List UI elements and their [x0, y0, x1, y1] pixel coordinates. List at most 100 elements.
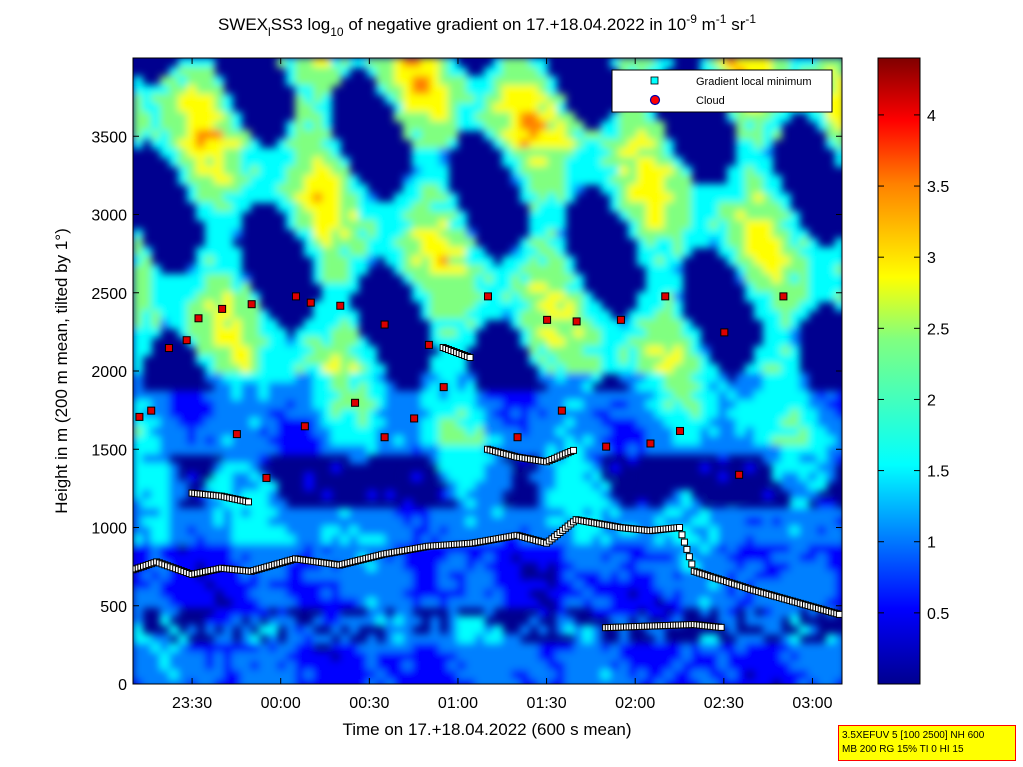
heat-cell [241, 193, 251, 203]
heat-cell [673, 211, 683, 221]
heat-cell [673, 670, 683, 680]
heat-cell [322, 76, 332, 86]
heat-cell [286, 373, 296, 383]
heat-cell [322, 346, 332, 356]
heat-cell [583, 166, 593, 176]
heat-cell [682, 337, 692, 347]
cloud-markers [135, 292, 788, 482]
heat-cell [439, 67, 449, 77]
heat-cell [376, 445, 386, 455]
cloud-marker [135, 412, 144, 421]
heat-cell [196, 445, 206, 455]
heat-cell [637, 391, 647, 401]
heat-cell [601, 310, 611, 320]
heat-cell [565, 292, 575, 302]
heat-cell [772, 247, 782, 257]
heat-cell [835, 238, 842, 248]
heat-cell [493, 130, 503, 140]
heat-cell [205, 274, 215, 284]
heat-cell [646, 274, 656, 284]
heat-cell [529, 139, 539, 149]
heat-cell [268, 409, 278, 419]
heat-cell [385, 670, 395, 680]
heat-cell [223, 472, 233, 482]
heat-cell [700, 643, 710, 653]
heat-cell [304, 580, 314, 590]
heat-cell [214, 481, 224, 491]
heat-cell [142, 103, 152, 113]
y-tick-label: 3500 [91, 129, 127, 146]
heat-cell [151, 328, 161, 338]
heat-cell [178, 112, 188, 122]
heat-cell [421, 292, 431, 302]
heat-cell [538, 337, 548, 347]
heat-cell [817, 589, 827, 599]
heat-cell [214, 112, 224, 122]
heat-cell [700, 202, 710, 212]
heat-cell [610, 148, 620, 158]
heat-cell [583, 562, 593, 572]
heat-cell [691, 580, 701, 590]
heat-cell [727, 589, 737, 599]
heat-cell [394, 634, 404, 644]
heat-cell [610, 562, 620, 572]
heat-cell [646, 508, 656, 518]
heat-cell [241, 598, 251, 608]
heat-cell [673, 202, 683, 212]
heat-cell [520, 283, 530, 293]
heat-cell [745, 283, 755, 293]
heat-cell [826, 472, 836, 482]
heat-cell [448, 256, 458, 266]
heat-cell [646, 229, 656, 239]
heat-cell [817, 535, 827, 545]
heat-cell [538, 319, 548, 329]
heat-cell [403, 247, 413, 257]
heat-cell [160, 409, 170, 419]
heat-cell [736, 661, 746, 671]
heat-cell [304, 238, 314, 248]
heat-cell [241, 346, 251, 356]
cloud-marker [661, 292, 670, 301]
heat-cell [691, 382, 701, 392]
heat-cell [439, 391, 449, 401]
heat-cell [205, 193, 215, 203]
heat-cell [169, 472, 179, 482]
heat-cell [232, 409, 242, 419]
heat-cell [736, 427, 746, 437]
heat-cell [799, 427, 809, 437]
heat-cell [223, 274, 233, 284]
heat-cell [691, 589, 701, 599]
heat-cell [457, 454, 467, 464]
heat-cell [259, 175, 269, 185]
heat-cell [259, 625, 269, 635]
heat-cell [727, 220, 737, 230]
heat-cell [457, 652, 467, 662]
heat-cell [196, 193, 206, 203]
heat-cell [601, 436, 611, 446]
heat-cell [808, 58, 818, 68]
heat-cell [493, 85, 503, 95]
heat-cell [412, 634, 422, 644]
heat-cell [340, 58, 350, 68]
heat-cell [817, 670, 827, 680]
heat-cell [781, 679, 791, 684]
heat-cell [691, 409, 701, 419]
heat-cell [592, 391, 602, 401]
heat-cell [538, 679, 548, 684]
heat-cell [673, 274, 683, 284]
heat-cell [142, 571, 152, 581]
heat-cell [151, 598, 161, 608]
heat-cell [385, 67, 395, 77]
heat-cell [835, 274, 842, 284]
heat-cell [223, 193, 233, 203]
heat-cell [142, 85, 152, 95]
heat-cell [700, 418, 710, 428]
heat-cell [331, 517, 341, 527]
heat-cell [367, 256, 377, 266]
heat-cell [214, 607, 224, 617]
heat-cell [376, 427, 386, 437]
heat-cell [538, 94, 548, 104]
heat-cell [358, 256, 368, 266]
heat-cell [628, 400, 638, 410]
heat-cell [241, 427, 251, 437]
